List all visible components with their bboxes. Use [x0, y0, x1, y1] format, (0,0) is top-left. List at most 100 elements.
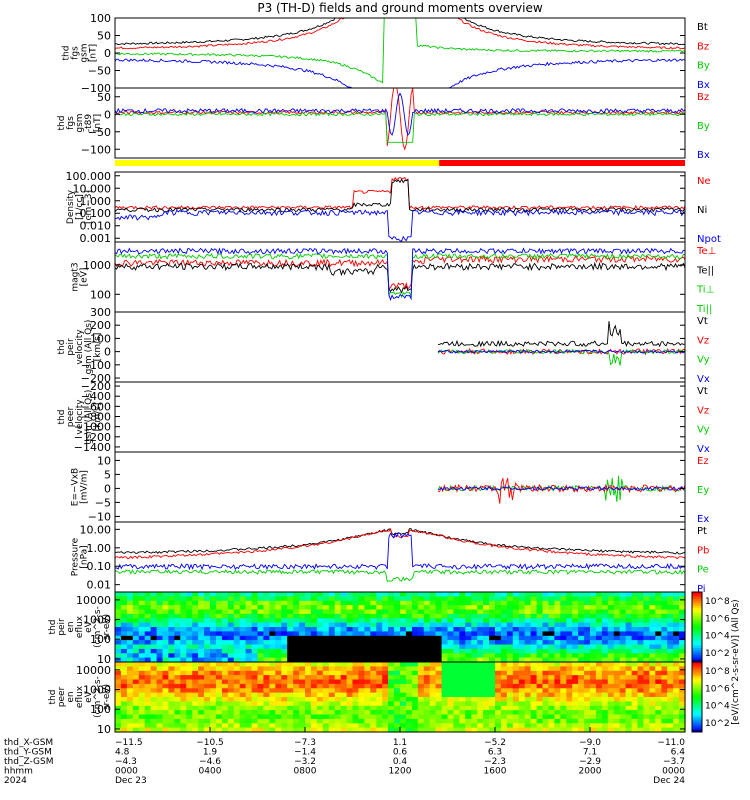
spectrogram-cell — [299, 679, 306, 685]
spectrogram-cell — [245, 592, 253, 597]
spectrogram-cell — [506, 609, 514, 615]
spectrogram-cell — [156, 714, 164, 720]
spectrogram-cell — [459, 613, 466, 619]
spectrogram-cell — [489, 701, 496, 707]
spectrogram-cell — [400, 640, 407, 646]
spectrogram-cell — [388, 683, 395, 689]
spectrogram-cell — [524, 640, 532, 646]
y-axis-label: [nPa] — [80, 545, 90, 568]
spectrogram-cell — [560, 635, 567, 641]
spectrogram-cell — [661, 631, 668, 637]
spectrogram-cell — [560, 723, 567, 729]
spectrogram-cell — [423, 714, 431, 720]
spectrogram-cell — [566, 635, 573, 641]
spectrogram-cell — [239, 648, 247, 654]
spectrogram-cell — [465, 592, 472, 597]
spectrogram-cell — [548, 644, 555, 650]
spectrogram-cell — [619, 644, 627, 650]
spectrogram-cell — [554, 640, 561, 646]
spectrogram-cell — [548, 683, 555, 689]
spectrogram-cell — [180, 657, 187, 663]
spectrogram-cell — [210, 622, 217, 628]
spectrogram-cell — [204, 727, 211, 733]
spectrogram-cell — [679, 701, 686, 707]
spectrogram-cell — [168, 627, 175, 632]
spectrogram-cell — [269, 627, 276, 632]
spectrogram-cell — [536, 609, 544, 615]
spectrogram-cell — [376, 705, 383, 711]
spectrogram-cell — [679, 723, 686, 729]
spectrogram-cell — [607, 657, 615, 663]
spectrogram-cell — [417, 692, 425, 698]
spectrogram-cell — [352, 718, 359, 724]
spectrogram-cell — [566, 613, 573, 619]
spectrogram-cell — [257, 675, 264, 681]
spectrogram-cell — [572, 679, 579, 685]
spectrogram-cell — [524, 666, 532, 672]
spectrogram-cell — [281, 683, 288, 689]
x-axis-row-label: thd_Z-GSM — [4, 757, 53, 767]
spectrogram-cell — [120, 600, 128, 606]
spectrogram-cell — [162, 605, 169, 611]
spectrogram-cell — [251, 670, 259, 676]
colorbar-cell — [692, 599, 702, 602]
spectrogram-cell — [310, 714, 318, 720]
spectrogram-cell — [269, 609, 276, 615]
spectrogram-cell — [506, 714, 514, 720]
spectrogram-cell — [447, 653, 454, 659]
spectrogram-cell — [667, 600, 674, 606]
spectrogram-cell — [382, 697, 389, 702]
spectrogram-cell — [661, 640, 668, 646]
spectrogram-cell — [637, 653, 644, 659]
spectrogram-cell — [316, 657, 324, 663]
spectrogram-cell — [536, 679, 544, 685]
spectrogram-cell — [512, 714, 520, 720]
spectrogram-cell — [388, 710, 395, 716]
spectrogram-cell — [162, 697, 169, 702]
spectrogram-cell — [120, 692, 128, 698]
spectrogram-cell — [162, 666, 169, 672]
spectrogram-cell — [400, 618, 407, 624]
spectrogram-cell — [352, 640, 359, 646]
spectrogram-cell — [643, 675, 650, 681]
spectrogram-cell — [263, 714, 270, 720]
spectrogram-cell — [144, 613, 152, 619]
colorbar-cell — [692, 706, 702, 710]
spectrogram-cell — [489, 627, 496, 632]
spectrogram-cell — [215, 600, 223, 606]
spectrogram-cell — [204, 714, 211, 720]
spectrogram-cell — [673, 670, 680, 676]
spectrogram-cell — [506, 679, 514, 685]
spectrogram-cell — [607, 648, 615, 654]
spectrogram-cell — [607, 683, 615, 689]
spectrogram-cell — [441, 666, 449, 672]
spectrogram-cell — [400, 683, 407, 689]
spectrogram-cell — [204, 692, 211, 698]
spectrogram-cell — [370, 710, 377, 716]
spectrogram-cell — [328, 679, 336, 685]
colorbar-cell — [692, 615, 702, 619]
spectrogram-cell — [186, 683, 193, 689]
spectrogram-cell — [192, 666, 199, 672]
spectrogram-cell — [643, 640, 650, 646]
spectrogram-cell — [334, 697, 342, 702]
spectrogram-cell — [637, 627, 644, 632]
spectrogram-cell — [607, 679, 615, 685]
spectrogram-cell — [459, 596, 466, 602]
spectrogram-cell — [595, 666, 603, 672]
spectrogram-cell — [287, 609, 294, 615]
spectrogram-cell — [287, 644, 294, 650]
colorbar-cell — [692, 711, 702, 714]
spectrogram-cell — [595, 653, 603, 659]
spectrogram-cell — [352, 697, 359, 702]
spectrogram-cell — [150, 692, 158, 698]
spectrogram-cell — [394, 631, 401, 637]
spectrogram-cell — [275, 640, 282, 646]
y-tick-label: 300 — [90, 306, 111, 319]
spectrogram-cell — [524, 710, 532, 716]
spectrogram-cell — [346, 644, 354, 650]
spectrogram-cell — [144, 718, 152, 724]
spectrogram-cell — [221, 679, 229, 685]
spectrogram-cell — [328, 670, 336, 676]
